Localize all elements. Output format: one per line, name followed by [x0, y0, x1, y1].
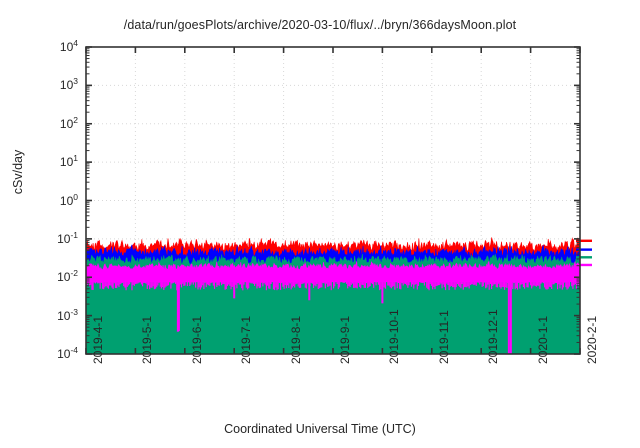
- y-tick-label: 102: [34, 114, 78, 131]
- x-tick-label: 2019-8-1: [288, 315, 303, 364]
- axes-frame: [85, 46, 581, 355]
- y-tick-label: 103: [34, 76, 78, 93]
- y-tick-exponent: 0: [73, 191, 78, 202]
- y-tick-base: 10: [59, 116, 74, 131]
- y-axis-tick-labels: 10-4 10-3 10-2 10-1 100 101 102 103 104: [0, 0, 78, 448]
- y-tick-exponent: -4: [70, 345, 78, 355]
- x-tick-label: 2020-2-1: [585, 315, 599, 364]
- y-tick-exponent: -3: [70, 306, 78, 317]
- y-tick-label: 10-1: [34, 229, 78, 246]
- x-tick-label: 2019-5-1: [140, 315, 155, 364]
- y-tick-base: 10: [57, 270, 71, 285]
- y-tick-base: 10: [59, 193, 74, 208]
- x-tick-label: 2019-9-1: [338, 315, 352, 364]
- y-tick-label: 10-4: [34, 345, 78, 361]
- y-tick-exponent: 2: [73, 114, 78, 125]
- y-tick-label: 104: [34, 38, 78, 54]
- y-tick-base: 10: [57, 347, 71, 361]
- y-tick-exponent: 1: [73, 153, 78, 164]
- data-series-group: [86, 237, 580, 354]
- x-tick-label: 2019-6-1: [189, 315, 204, 364]
- series-magenta-lower-edge: [86, 281, 580, 354]
- x-tick-label: 2020-1-1: [535, 315, 550, 364]
- y-tick-base: 10: [57, 308, 71, 323]
- series-magenta: [86, 260, 580, 283]
- y-tick-exponent: 3: [73, 76, 78, 87]
- page-title: /data/run/goesPlots/archive/2020-03-10/f…: [123, 18, 517, 32]
- x-axis-label: Coordinated Universal Time (UTC): [224, 422, 416, 436]
- x-tick-label: 2019-10-1: [387, 309, 402, 364]
- x-tick-label: 2019-7-1: [239, 315, 254, 364]
- y-tick-exponent: -2: [70, 268, 78, 279]
- x-tick-label: 2019-4-1: [91, 315, 105, 364]
- x-tick-label: 2019-12-1: [486, 309, 501, 364]
- y-tick-label: 10-3: [34, 306, 78, 323]
- x-tick-label: 2019-11-1: [436, 310, 451, 364]
- y-tick-base: 10: [59, 40, 74, 54]
- y-tick-exponent: 4: [73, 38, 78, 48]
- y-tick-base: 10: [57, 231, 71, 246]
- y-tick-label: 10-2: [34, 268, 78, 285]
- y-tick-exponent: -1: [70, 229, 78, 240]
- y-tick-label: 100: [34, 191, 78, 208]
- y-tick-base: 10: [59, 155, 74, 170]
- y-tick-label: 101: [34, 153, 78, 170]
- y-tick-base: 10: [59, 78, 74, 93]
